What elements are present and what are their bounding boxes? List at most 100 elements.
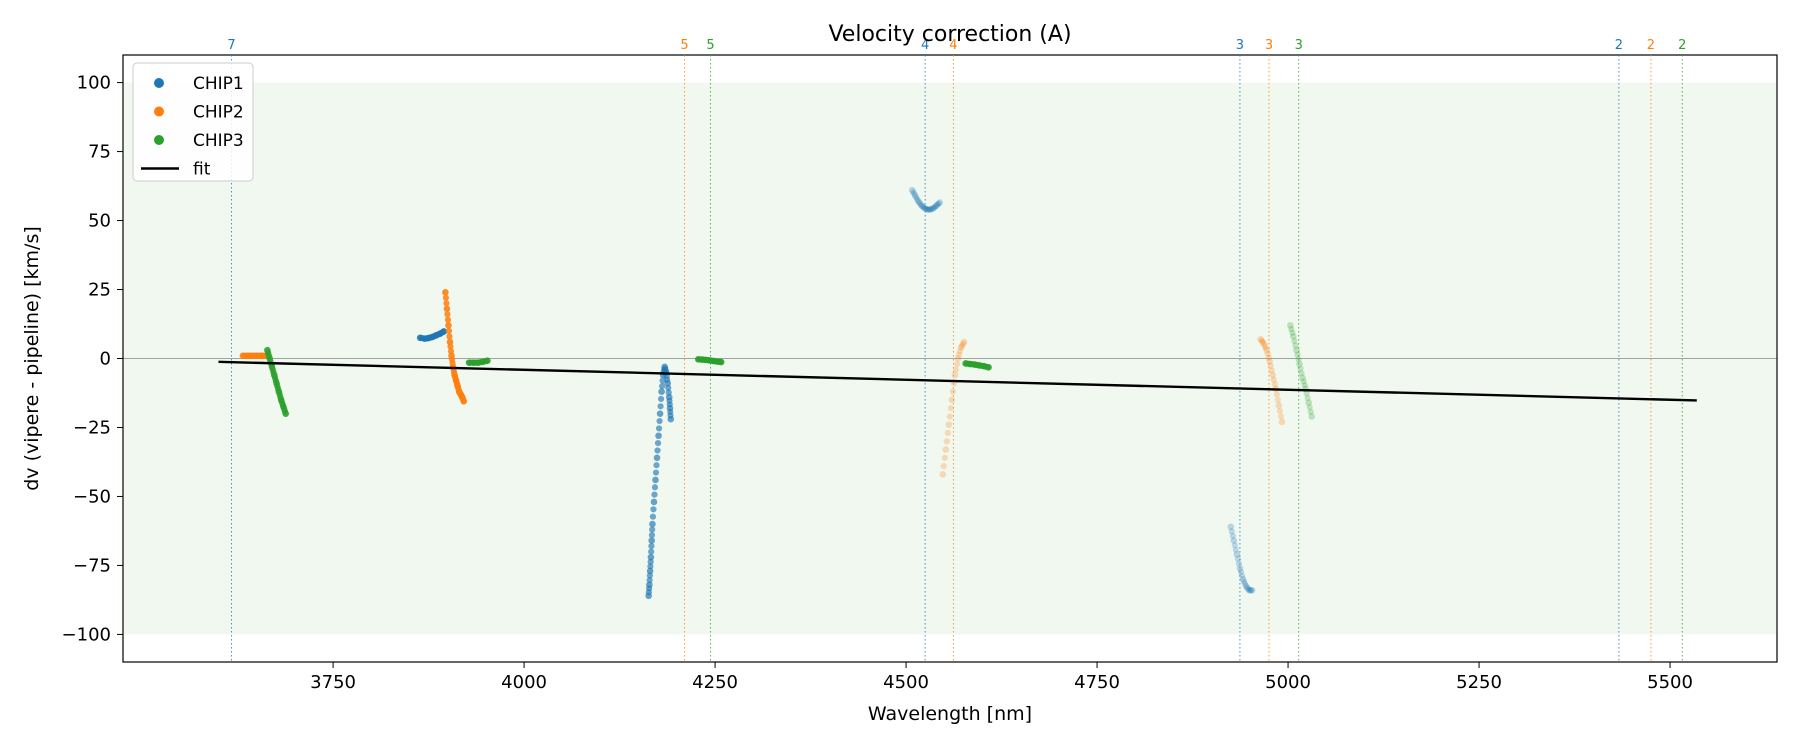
- data-point-chip1: [658, 388, 665, 395]
- data-point-chip2: [939, 471, 947, 478]
- data-point-chip3: [1291, 337, 1298, 345]
- data-point-chip1: [653, 462, 660, 469]
- data-point-chip1: [1245, 586, 1253, 594]
- data-point-chip2: [1259, 338, 1266, 346]
- x-axis-label: Wavelength [nm]: [868, 703, 1032, 725]
- data-point-chip1: [1247, 587, 1254, 594]
- data-point-chip1: [653, 454, 661, 462]
- data-point-chip2: [1269, 371, 1277, 379]
- data-point-chip3: [482, 357, 489, 365]
- data-point-chip1: [656, 410, 664, 417]
- data-point-chip2: [1265, 354, 1272, 361]
- order-label: 2: [1615, 38, 1623, 53]
- data-point-chip3: [1301, 382, 1308, 389]
- data-point-chip3: [983, 363, 991, 371]
- x-tick-label: 5250: [1456, 672, 1502, 693]
- data-point-chip3: [277, 394, 284, 401]
- data-point-chip2: [1278, 418, 1286, 426]
- data-point-chip1: [922, 205, 929, 212]
- legend-label: CHIP3: [193, 131, 244, 151]
- data-point-chip1: [929, 205, 936, 212]
- data-point-chip1: [650, 498, 658, 506]
- data-point-chip2: [445, 327, 453, 335]
- data-point-chip2: [960, 338, 968, 346]
- data-point-chip1: [652, 469, 660, 476]
- data-point-chip1: [1232, 546, 1239, 553]
- legend-marker: [154, 78, 164, 88]
- data-point-chip2: [960, 340, 967, 347]
- data-point-chip1: [657, 403, 664, 410]
- data-point-chip2: [1263, 346, 1270, 354]
- order-label: 2: [1647, 38, 1655, 53]
- data-point-chip2: [957, 344, 965, 351]
- data-point-chip1: [1235, 560, 1243, 567]
- data-point-chip3: [1287, 322, 1294, 329]
- data-point-chip1: [923, 205, 930, 213]
- data-point-chip2: [447, 343, 454, 350]
- data-point-chip1: [1234, 555, 1241, 563]
- data-point-chip3: [1288, 325, 1295, 333]
- data-point-chip1: [1238, 572, 1246, 579]
- legend-marker: [154, 106, 164, 117]
- order-label: 3: [1236, 38, 1244, 53]
- data-point-chip2: [951, 371, 959, 379]
- order-label: 3: [1265, 38, 1273, 53]
- data-point-chip1: [665, 384, 672, 392]
- x-tick-label: 5000: [1265, 672, 1311, 693]
- data-point-chip2: [953, 360, 961, 368]
- data-point-chip3: [1298, 370, 1305, 377]
- data-point-chip1: [927, 206, 934, 213]
- data-point-chip2: [1258, 337, 1265, 344]
- y-tick-label: −100: [62, 624, 111, 645]
- data-point-chip1: [934, 201, 941, 208]
- order-label: 5: [706, 38, 714, 53]
- data-point-chip1: [932, 203, 939, 210]
- data-point-chip1: [662, 367, 669, 374]
- data-point-chip3: [1290, 333, 1297, 340]
- data-point-chip3: [281, 408, 289, 415]
- data-point-chip3: [1304, 394, 1311, 402]
- data-point-chip3: [270, 369, 277, 376]
- data-point-chip2: [949, 388, 957, 395]
- data-point-chip1: [656, 417, 663, 425]
- data-point-chip1: [648, 537, 655, 544]
- data-point-chip2: [444, 316, 452, 323]
- data-point-chip1: [647, 553, 655, 561]
- y-tick-label: 75: [88, 142, 111, 163]
- data-point-chip2: [944, 429, 951, 437]
- data-point-chip1: [930, 204, 937, 212]
- data-point-chip1: [908, 186, 916, 194]
- data-point-chip2: [941, 454, 948, 461]
- data-point-chip1: [654, 440, 662, 447]
- data-point-chip1: [665, 389, 672, 396]
- data-point-chip1: [1237, 568, 1245, 575]
- order-label: 2: [1678, 38, 1686, 53]
- legend-label: CHIP1: [193, 74, 244, 94]
- data-point-chip1: [1248, 586, 1256, 594]
- order-label: 3: [1295, 38, 1303, 53]
- data-point-chip1: [924, 206, 931, 213]
- data-point-chip2: [1271, 381, 1278, 388]
- data-point-chip1: [655, 432, 662, 440]
- data-point-chip1: [646, 567, 654, 575]
- data-point-chip1: [925, 206, 932, 213]
- data-point-chip1: [1243, 584, 1251, 591]
- data-point-chip3: [1303, 390, 1310, 397]
- data-point-chip1: [1228, 528, 1235, 535]
- x-tick-label: 4500: [883, 672, 929, 693]
- data-point-chip1: [647, 558, 654, 565]
- data-point-chip1: [928, 205, 935, 213]
- data-point-chip3: [1299, 374, 1306, 382]
- data-point-chip3: [1295, 356, 1302, 363]
- data-point-chip1: [651, 491, 658, 498]
- data-point-chip1: [1236, 564, 1244, 572]
- data-point-chip2: [442, 294, 450, 301]
- data-point-chip1: [1242, 582, 1250, 590]
- x-tick-label: 4750: [1074, 672, 1120, 693]
- data-point-chip2: [1266, 357, 1274, 365]
- x-tick-label: 4000: [501, 672, 547, 693]
- data-point-chip2: [445, 322, 452, 329]
- data-point-chip1: [1227, 523, 1235, 531]
- y-axis-label: dv (vipere - pipeline) [km/s]: [21, 226, 43, 491]
- data-point-chip2: [955, 351, 963, 358]
